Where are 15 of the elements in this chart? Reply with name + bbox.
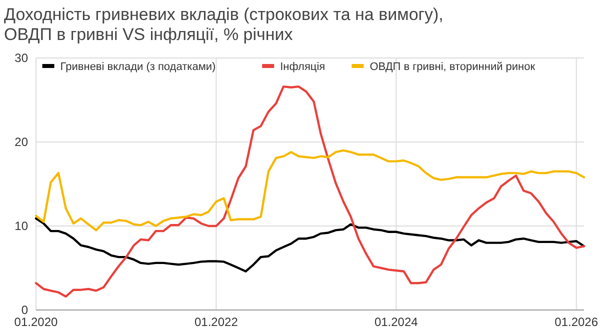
line-series (34, 85, 586, 298)
y-tick-label: 10 (14, 219, 28, 233)
legend-label: ОВДП в гривні, вторинний ринок (370, 61, 536, 73)
line-series (34, 149, 586, 232)
y-tick-label: 30 (14, 51, 28, 65)
y-tick-label: 20 (14, 135, 28, 149)
line-series (34, 217, 586, 272)
legend-label: Гривневі вклади (з податками) (60, 61, 216, 73)
x-tick-label: 01.2020 (14, 315, 58, 329)
chart-title: Доходність гривневих вкладів (строкових та на вимогу), ОВДП в гривні VS інфляції, % річних (4, 5, 444, 44)
x-tick-label: 01.2026 (554, 315, 598, 329)
legend-label: Інфляція (280, 61, 326, 73)
y-tick-label: 0 (21, 303, 28, 317)
x-tick-label: 01.2022 (194, 315, 238, 329)
x-tick-label: 01.2024 (374, 315, 418, 329)
